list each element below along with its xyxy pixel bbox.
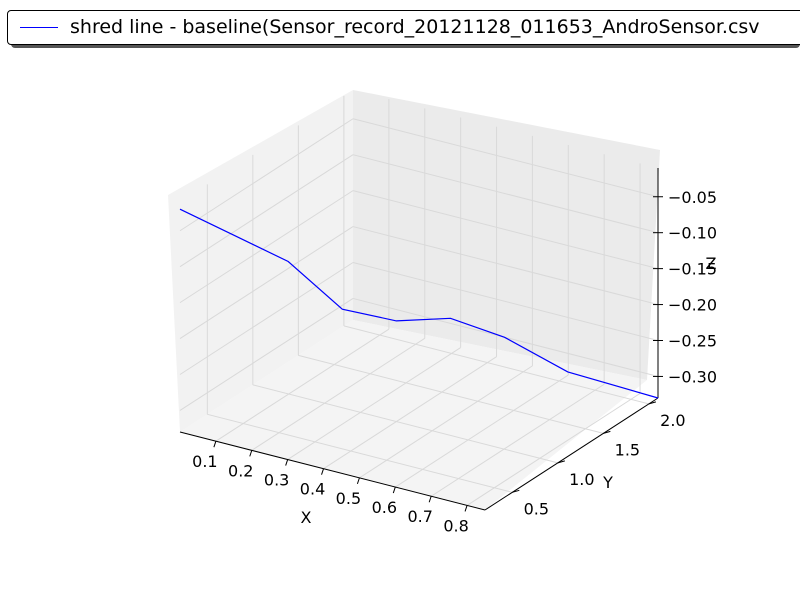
x-axis-line bbox=[179, 431, 486, 511]
x-tick-label: 0.3 bbox=[264, 471, 289, 490]
y-axis-line bbox=[484, 397, 659, 511]
y-tick-label: 0.5 bbox=[524, 499, 549, 518]
z-tick-labels: −0.05 −0.10 −0.15 −0.20 −0.25 −0.30 bbox=[668, 188, 717, 387]
grid-lines bbox=[179, 95, 659, 506]
grid-line-z-back bbox=[352, 154, 659, 234]
x-tick-mark bbox=[285, 459, 289, 466]
grid-line-x-floor bbox=[251, 337, 426, 451]
grid-line-y-floor bbox=[252, 384, 558, 464]
x-tick-label: 0.1 bbox=[192, 452, 217, 471]
grid-line-y-floor bbox=[207, 413, 513, 493]
y-axis-label: Y bbox=[602, 473, 613, 492]
x-axis-label: X bbox=[301, 508, 312, 527]
x-tick-labels: 0.1 0.2 0.3 0.4 0.5 0.6 0.7 0.8 bbox=[192, 452, 469, 535]
grid-line-z-left bbox=[179, 154, 354, 268]
grid-line-z-back bbox=[352, 226, 659, 306]
z-tick-label: −0.30 bbox=[668, 367, 717, 386]
legend-line-swatch bbox=[20, 27, 58, 28]
x-tick-mark bbox=[249, 450, 253, 457]
grid-line-x-floor bbox=[430, 383, 605, 497]
legend-label: shred line - baseline(Sensor_record_2012… bbox=[70, 16, 760, 38]
grid-line-x-floor bbox=[395, 374, 569, 488]
grid-line-z-back bbox=[352, 118, 659, 198]
grid-line-z-left bbox=[179, 226, 354, 339]
grid-line-x-floor bbox=[359, 365, 533, 479]
y-tick-label: 1.0 bbox=[569, 470, 594, 489]
grid-line-z-left bbox=[179, 190, 354, 304]
series-layer bbox=[179, 208, 659, 399]
grid-line-x-floor bbox=[215, 328, 390, 442]
z-tick-label: −0.15 bbox=[668, 260, 717, 279]
x-tick-mark bbox=[428, 496, 432, 503]
x-tick-mark bbox=[464, 505, 468, 512]
z-axis-label: Z bbox=[706, 254, 717, 273]
tick-labels: 0.1 0.2 0.3 0.4 0.5 0.6 0.7 0.8 0.5 1.0 1.5 2.0 −0… bbox=[192, 188, 717, 536]
series-line-0 bbox=[179, 208, 659, 399]
grid-line-z-back bbox=[352, 262, 659, 341]
z-tick-label: −0.10 bbox=[668, 224, 717, 243]
grid-line-z-back bbox=[352, 190, 659, 270]
pane-left bbox=[168, 90, 353, 432]
z-tick-label: −0.25 bbox=[668, 332, 717, 351]
x-tick-mark bbox=[321, 468, 325, 475]
y-tick-labels: 0.5 1.0 1.5 2.0 bbox=[524, 411, 686, 518]
grid-line-z-left bbox=[179, 298, 354, 411]
x-tick-mark bbox=[356, 477, 360, 485]
x-tick-label: 0.4 bbox=[300, 480, 325, 499]
x-tick-mark bbox=[392, 486, 396, 494]
grid-line-z-left bbox=[179, 262, 354, 375]
z-tick-label: −0.20 bbox=[668, 296, 717, 315]
x-tick-label: 0.8 bbox=[443, 516, 468, 535]
y-tick-label: 2.0 bbox=[660, 411, 685, 430]
y-tick-label: 1.5 bbox=[615, 440, 640, 459]
grid-line-y-floor bbox=[343, 325, 650, 405]
grid-line-x-floor bbox=[287, 347, 461, 460]
x-tick-label: 0.2 bbox=[228, 461, 253, 480]
axes bbox=[179, 168, 663, 512]
x-tick-mark bbox=[213, 441, 217, 448]
x-tick-label: 0.5 bbox=[336, 489, 361, 508]
legend: shred line - baseline(Sensor_record_2012… bbox=[7, 10, 800, 45]
grid-line-x-floor bbox=[323, 356, 497, 470]
x-tick-label: 0.7 bbox=[407, 507, 432, 526]
z-tick-label: −0.05 bbox=[668, 188, 717, 207]
pane-back bbox=[353, 90, 660, 380]
grid-line-z-left bbox=[179, 118, 354, 232]
grid-line-x-floor bbox=[466, 392, 641, 506]
grid-line-y-floor bbox=[298, 354, 604, 434]
x-tick-label: 0.6 bbox=[372, 498, 397, 517]
